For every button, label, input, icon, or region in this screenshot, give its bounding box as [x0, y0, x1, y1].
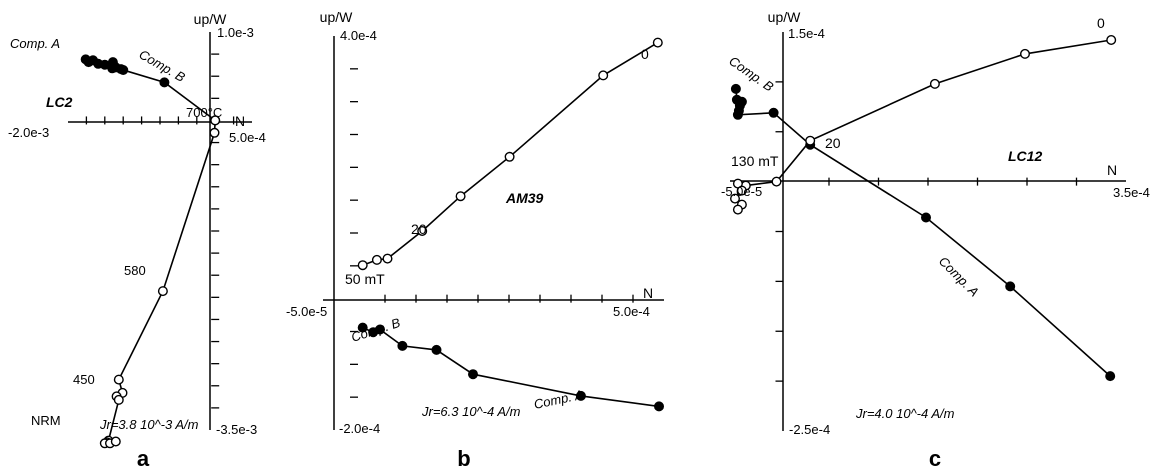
panel-a-annotation-comp-a: Comp. A	[10, 36, 60, 51]
panel-c-open-series-line	[733, 39, 1112, 211]
panel-b-annotation-50mt: 50 mT	[345, 271, 385, 287]
panel-a-open-point	[157, 286, 168, 297]
panel-b-open-point	[357, 260, 368, 271]
panel-a-open-point	[113, 394, 124, 405]
panel-b-filled-point	[431, 344, 442, 355]
panel-c-filled-point	[921, 212, 932, 223]
panel-c-filled-point	[732, 109, 743, 120]
panel-a-vertical-axis-label: up/W	[194, 11, 227, 27]
panel-b-filled-point	[575, 390, 586, 401]
panel-c-letter: c	[929, 446, 941, 471]
panel-b-filled-point	[654, 401, 665, 412]
panel-b-intensity-label: Jr=6.3 10^-4 A/m	[421, 404, 521, 419]
panel-c-x-right-label: 3.5e-4	[1113, 185, 1150, 200]
panel-a-open-point	[210, 115, 221, 126]
panel-b-open-point	[652, 37, 663, 48]
panel-b-annotation-20: 20	[411, 221, 427, 237]
panel-b-vertical-axis-label: up/W	[320, 9, 353, 25]
panel-b-lines	[362, 41, 660, 408]
panel-a-letter: a	[137, 446, 150, 471]
panel-c-open-point	[1020, 48, 1031, 59]
panel-a-annotation-700c: 700°C	[186, 105, 222, 120]
panel-a: up/W 1.0e-3 N -2.0e-3 5.0e-4 -3.5e-3 LC2…	[8, 11, 266, 471]
panel-c-open-point	[1106, 35, 1117, 46]
panel-a-filled-point	[118, 64, 129, 75]
panel-b-open-point	[417, 225, 428, 236]
panel-c-filled-point	[736, 96, 747, 107]
panel-a-open-point	[110, 436, 121, 447]
panel-c: up/W 1.5e-4 N -5.0e-5 3.5e-4 -2.5e-4 LC1…	[721, 9, 1150, 471]
panel-b-ticks	[350, 68, 634, 398]
panel-c-open-point	[929, 78, 940, 89]
panel-c-filled-point	[1005, 281, 1016, 292]
panel-a-ticks	[85, 53, 235, 409]
panel-c-open-point	[805, 135, 816, 146]
panel-a-axes	[68, 32, 252, 430]
panel-c-filled-point	[768, 107, 779, 118]
panel-c-open-point	[736, 185, 747, 196]
panel-c-horizontal-axis-label: N	[1107, 162, 1117, 178]
panel-c-lines	[733, 39, 1112, 377]
panel-b-specimen-label: AM39	[505, 190, 544, 206]
panel-b-y-top-label: 4.0e-4	[340, 28, 377, 43]
panel-a-filled-point	[159, 77, 170, 88]
panel-b-open-point	[382, 253, 393, 264]
panel-b-open-point	[371, 254, 382, 265]
panel-b-horizontal-axis-label: N	[643, 285, 653, 301]
panel-b-y-bottom-label: -2.0e-4	[339, 421, 380, 436]
panel-a-intensity-label: Jr=3.8 10^-3 A/m	[99, 417, 199, 432]
panel-b-open-point	[598, 70, 609, 81]
panel-b-filled-series-line	[362, 326, 660, 408]
panel-c-x-left-label: -5.0e-5	[721, 184, 762, 199]
panel-b-annotation-0: 0	[641, 46, 649, 62]
panel-c-annotation-comp-a: Comp. A	[936, 254, 982, 300]
panel-c-y-top-label: 1.5e-4	[788, 26, 825, 41]
panel-c-annotation-20: 20	[825, 135, 841, 151]
panel-a-annotation-580: 580	[124, 263, 146, 278]
panel-a-y-bottom-label: -3.5e-3	[216, 422, 257, 437]
panel-b: up/W 4.0e-4 N -5.0e-5 5.0e-4 -2.0e-4 AM3…	[286, 9, 665, 471]
panel-c-intensity-label: Jr=4.0 10^-4 A/m	[855, 406, 955, 421]
panel-a-open-point	[209, 127, 220, 138]
panel-b-x-left-label: -5.0e-5	[286, 304, 327, 319]
panel-b-points	[357, 37, 665, 412]
panel-c-axes	[730, 32, 1126, 431]
panel-c-points	[730, 35, 1117, 382]
panel-a-y-top-label: 1.0e-3	[217, 25, 254, 40]
panel-c-annotation-130mt: 130 mT	[731, 153, 779, 169]
panel-c-open-point	[730, 193, 741, 204]
panel-c-open-point	[771, 176, 782, 187]
panel-b-open-point	[504, 151, 515, 162]
panel-a-specimen-label: LC2	[46, 94, 73, 110]
panel-a-x-right-label: 5.0e-4	[229, 130, 266, 145]
panel-a-horizontal-axis-label: N	[235, 113, 245, 129]
panel-c-y-bottom-label: -2.5e-4	[789, 422, 830, 437]
panel-b-filled-point	[357, 322, 368, 333]
panel-a-x-left-label: -2.0e-3	[8, 125, 49, 140]
panel-a-points	[80, 54, 221, 449]
panel-b-letter: b	[457, 446, 470, 471]
panel-b-filled-point	[468, 369, 479, 380]
panel-b-open-point	[455, 191, 466, 202]
panel-a-open-point	[113, 374, 124, 385]
panel-b-axes	[323, 36, 664, 430]
panel-c-filled-series-line	[735, 88, 1111, 377]
panel-c-ticks	[775, 81, 1078, 382]
panel-a-annotation-nrm: NRM	[31, 413, 61, 428]
panel-c-filled-point	[730, 83, 741, 94]
panel-b-filled-point	[397, 340, 408, 351]
panel-b-filled-point	[375, 324, 386, 335]
panel-c-open-point	[732, 204, 743, 215]
panel-a-annotation-450: 450	[73, 372, 95, 387]
panel-c-vertical-axis-label: up/W	[768, 9, 801, 25]
panel-c-filled-point	[1105, 371, 1116, 382]
panel-b-x-right-label: 5.0e-4	[613, 304, 650, 319]
panel-c-annotation-0: 0	[1097, 15, 1105, 31]
panel-c-specimen-label: LC12	[1008, 148, 1042, 164]
